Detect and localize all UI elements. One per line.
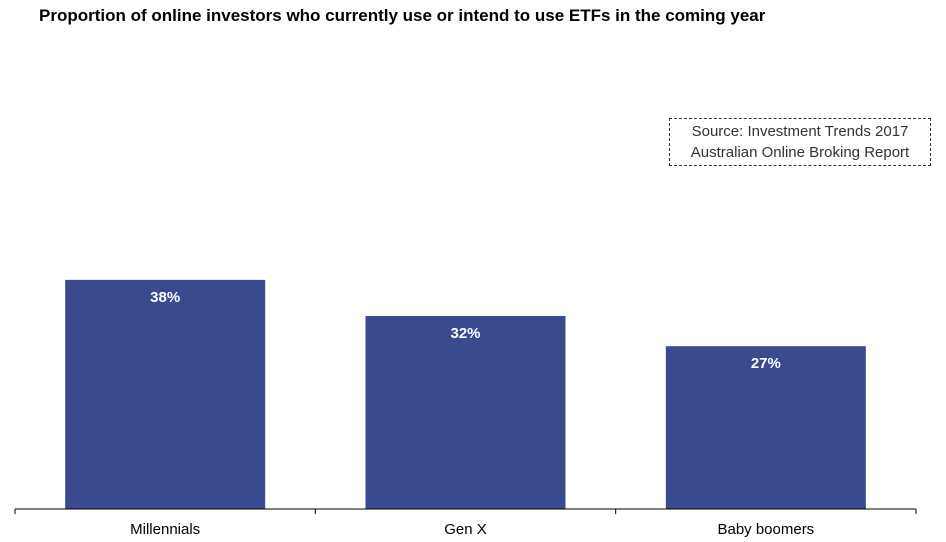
x-axis-ticks — [14, 509, 917, 514]
bar-baby-boomers — [665, 346, 866, 509]
bar-value-label: 27% — [751, 355, 781, 372]
source-note-line-1: Source: Investment Trends 2017 — [691, 123, 909, 140]
bar-gen-x — [365, 316, 566, 509]
bars-group: 38% 32% 27% — [65, 279, 866, 509]
bar-millennials — [65, 279, 266, 509]
source-note: Source: Investment Trends 2017 Australia… — [669, 118, 931, 166]
category-labels: Millennials Gen X Baby boomers — [130, 521, 814, 538]
source-note-line-2: Australian Online Broking Report — [690, 144, 910, 161]
bar-value-label: 38% — [150, 289, 180, 306]
chart-title: Proportion of online investors who curre… — [39, 6, 766, 25]
category-label: Millennials — [130, 521, 200, 538]
category-label: Baby boomers — [717, 521, 814, 538]
bar-value-label: 32% — [450, 325, 480, 342]
category-label: Gen X — [444, 521, 487, 538]
